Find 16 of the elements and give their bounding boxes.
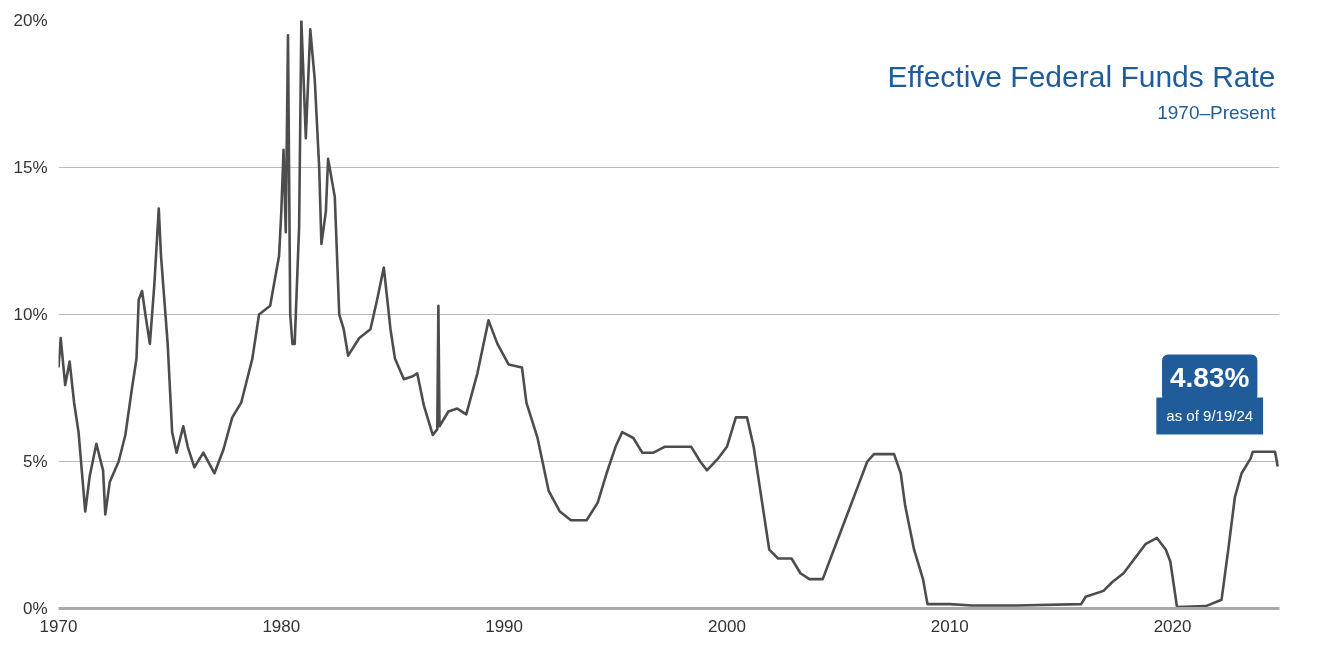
x-tick-label: 2020 [1153, 616, 1192, 636]
line-series [58, 20, 1280, 609]
annotation: 4.83% [1170, 362, 1250, 394]
y-tick-label: 15% [13, 158, 48, 177]
y-tick-label: 5% [22, 452, 48, 471]
text: 1970–Present [1157, 101, 1277, 123]
x-tick-label: 1990 [485, 616, 524, 636]
y-tick-label: 10% [13, 305, 48, 324]
x-tick-label: 2000 [708, 616, 746, 636]
y-tick-label: 0% [22, 599, 48, 618]
x-tick-label: 2010 [930, 616, 969, 636]
text: Effective Federal Funds Rate [887, 59, 1276, 93]
annotation: as of 9/19/24 [1166, 407, 1254, 425]
x-tick-label: 1980 [262, 616, 301, 636]
x-tick-label: 1970 [39, 616, 78, 636]
y-tick-label: 20% [13, 11, 48, 30]
